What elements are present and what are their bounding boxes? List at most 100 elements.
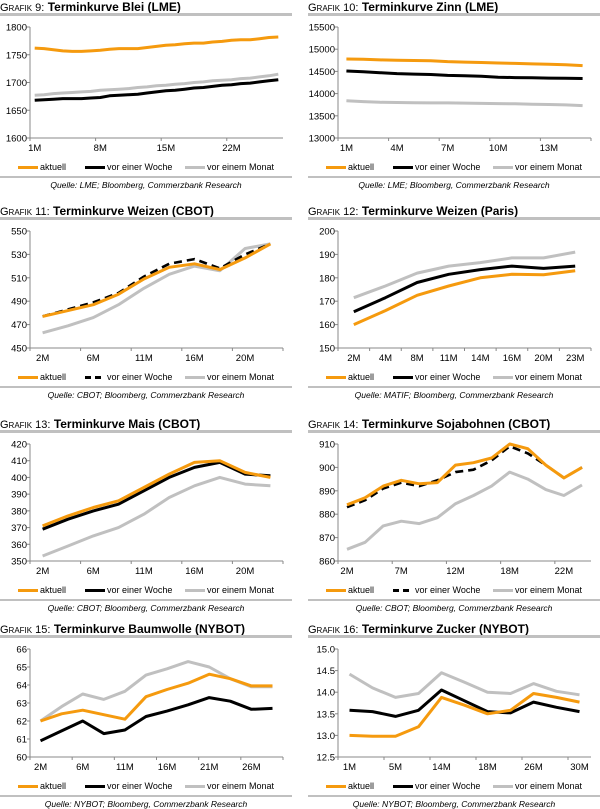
legend-label: vor einem Monat: [515, 372, 583, 382]
legend-label: vor einem Monat: [207, 372, 275, 382]
y-tick-label: 1600: [6, 134, 27, 145]
x-tick-label: 18M: [478, 762, 497, 773]
y-tick-label: 400: [11, 473, 27, 484]
legend: aktuell vor einer Woche vor einem Monat: [0, 372, 292, 384]
y-tick-label: 550: [11, 227, 27, 238]
chart-title-text: Terminkurve Weizen (Paris): [361, 204, 519, 218]
y-tick-label: 14000: [309, 89, 335, 100]
chart-number: Grafik 10:: [308, 2, 359, 14]
chart-title-text: Terminkurve Blei (LME): [47, 0, 181, 14]
y-tick-label: 14.0: [317, 688, 336, 699]
y-tick-label: 62: [16, 717, 27, 728]
y-tick-label: 530: [11, 250, 27, 261]
legend-label: vor einer Woche: [415, 781, 481, 791]
legend-label: vor einer Woche: [415, 585, 481, 595]
x-tick-label: 2M: [36, 566, 49, 577]
legend-label: vor einem Monat: [207, 781, 275, 791]
title-rule: [308, 13, 600, 16]
x-tick-label: 4M: [390, 143, 403, 154]
y-tick-label: 890: [319, 486, 335, 497]
legend: aktuell vor einer Woche vor einem Monat: [308, 162, 600, 174]
series-line-aktuell: [42, 459, 271, 528]
series-line-woche: [42, 242, 271, 318]
legend-item-woche: vor einer Woche: [85, 585, 172, 595]
plot-area: 60 61 62 63 64 65 66 2M 6M 11M 16M 21M 26M: [16, 645, 284, 773]
chart-title: Grafik 10: Terminkurve Zinn (LME): [308, 0, 498, 15]
bottom-rule: [0, 176, 292, 178]
y-tick-label: 13.5: [317, 709, 336, 720]
x-tick-label: 6M: [87, 566, 100, 577]
x-tick-label: 11M: [440, 353, 458, 364]
legend-swatch: [326, 784, 346, 788]
chart-title: Grafik 16: Terminkurve Zucker (NYBOT): [308, 622, 529, 637]
chart-title: Grafik 11: Terminkurve Weizen (CBOT): [0, 204, 214, 219]
y-tick-label: 200: [319, 227, 335, 238]
legend-item-monat: vor einem Monat: [185, 585, 274, 595]
legend-swatch: [393, 165, 413, 169]
x-tick-label: 5M: [389, 762, 402, 773]
y-tick-label: 1800: [6, 23, 27, 34]
legend-item-aktuell: aktuell: [326, 585, 374, 595]
series-line-aktuell: [349, 692, 580, 738]
legend-label: aktuell: [40, 585, 67, 595]
legend: aktuell vor einer Woche vor einem Monat: [308, 781, 600, 793]
x-tick-label: 14M: [432, 762, 451, 773]
title-rule: [0, 430, 292, 433]
title-rule: [308, 635, 600, 638]
y-tick-label: 900: [319, 463, 335, 474]
legend-label: vor einem Monat: [515, 781, 583, 791]
series-line-monat: [348, 671, 580, 699]
x-tick-label: 10M: [489, 143, 508, 154]
legend-swatch: [18, 375, 38, 379]
x-tick-label: 21M: [200, 762, 219, 773]
legend-item-woche: vor einer Woche: [393, 372, 480, 382]
x-tick-label: 26M: [242, 762, 261, 773]
series-line-monat: [346, 470, 583, 551]
series-line-monat: [34, 72, 279, 97]
x-tick-label: 12M: [446, 566, 465, 577]
y-tick-label: 13500: [309, 111, 335, 122]
y-tick-label: 470: [11, 320, 27, 331]
x-tick-label: 16M: [185, 566, 204, 577]
source-note: Quelle: LME; Bloomberg, Commerzbank Rese…: [358, 180, 550, 190]
series-line-woche: [349, 688, 580, 718]
plot-area: 860 870 880 890 900 910 2M 7M 12M 18M 22M: [319, 440, 591, 577]
legend-item-monat: vor einem Monat: [493, 585, 582, 595]
source-note: Quelle: CBOT; Bloomberg, Commerzbank Res…: [47, 390, 245, 400]
x-tick-label: 18M: [500, 566, 519, 577]
title-rule: [308, 217, 600, 220]
legend-swatch: [185, 375, 205, 379]
x-tick-label: 30M: [570, 762, 589, 773]
legend-swatch: [18, 588, 38, 592]
y-tick-label: 13.0: [317, 731, 336, 742]
x-tick-label: 8M: [410, 353, 423, 364]
legend-item-monat: vor einem Monat: [185, 781, 274, 791]
y-tick-label: 14500: [309, 67, 335, 78]
series-line-aktuell: [34, 35, 279, 53]
legend-item-monat: vor einem Monat: [185, 162, 274, 172]
chart-title: Grafik 9: Terminkurve Blei (LME): [0, 0, 181, 15]
legend-label: aktuell: [348, 372, 375, 382]
source-note: Quelle: MATIF; Bloomberg, Commerzbank Re…: [354, 390, 554, 400]
legend-label: vor einem Monat: [515, 585, 583, 595]
y-tick-label: 15.0: [317, 645, 336, 656]
chart-title-text: Terminkurve Sojabohnen (CBOT): [361, 417, 551, 431]
legend: aktuell vor einer Woche vor einem Monat: [308, 585, 600, 597]
y-tick-label: 61: [16, 735, 27, 746]
y-tick-label: 1650: [6, 106, 27, 117]
chart-title-text: Terminkurve Zucker (NYBOT): [361, 622, 529, 636]
legend-swatch: [326, 375, 346, 379]
x-tick-label: 11M: [135, 353, 153, 364]
y-tick-label: 450: [11, 344, 27, 355]
legend-item-aktuell: aktuell: [18, 585, 66, 595]
legend-swatch: [85, 784, 105, 788]
title-rule: [308, 430, 600, 433]
series-line-monat: [346, 99, 583, 108]
source-note: Quelle: LME; Bloomberg, Commerzbank Rese…: [50, 180, 242, 190]
x-tick-label: 1M: [340, 143, 353, 154]
legend-swatch: [18, 784, 38, 788]
legend-swatch: [185, 588, 205, 592]
x-tick-label: 2M: [347, 353, 360, 364]
source-note: Quelle: CBOT; Bloomberg, Commerzbank Res…: [355, 603, 553, 613]
y-tick-label: 370: [11, 523, 27, 534]
